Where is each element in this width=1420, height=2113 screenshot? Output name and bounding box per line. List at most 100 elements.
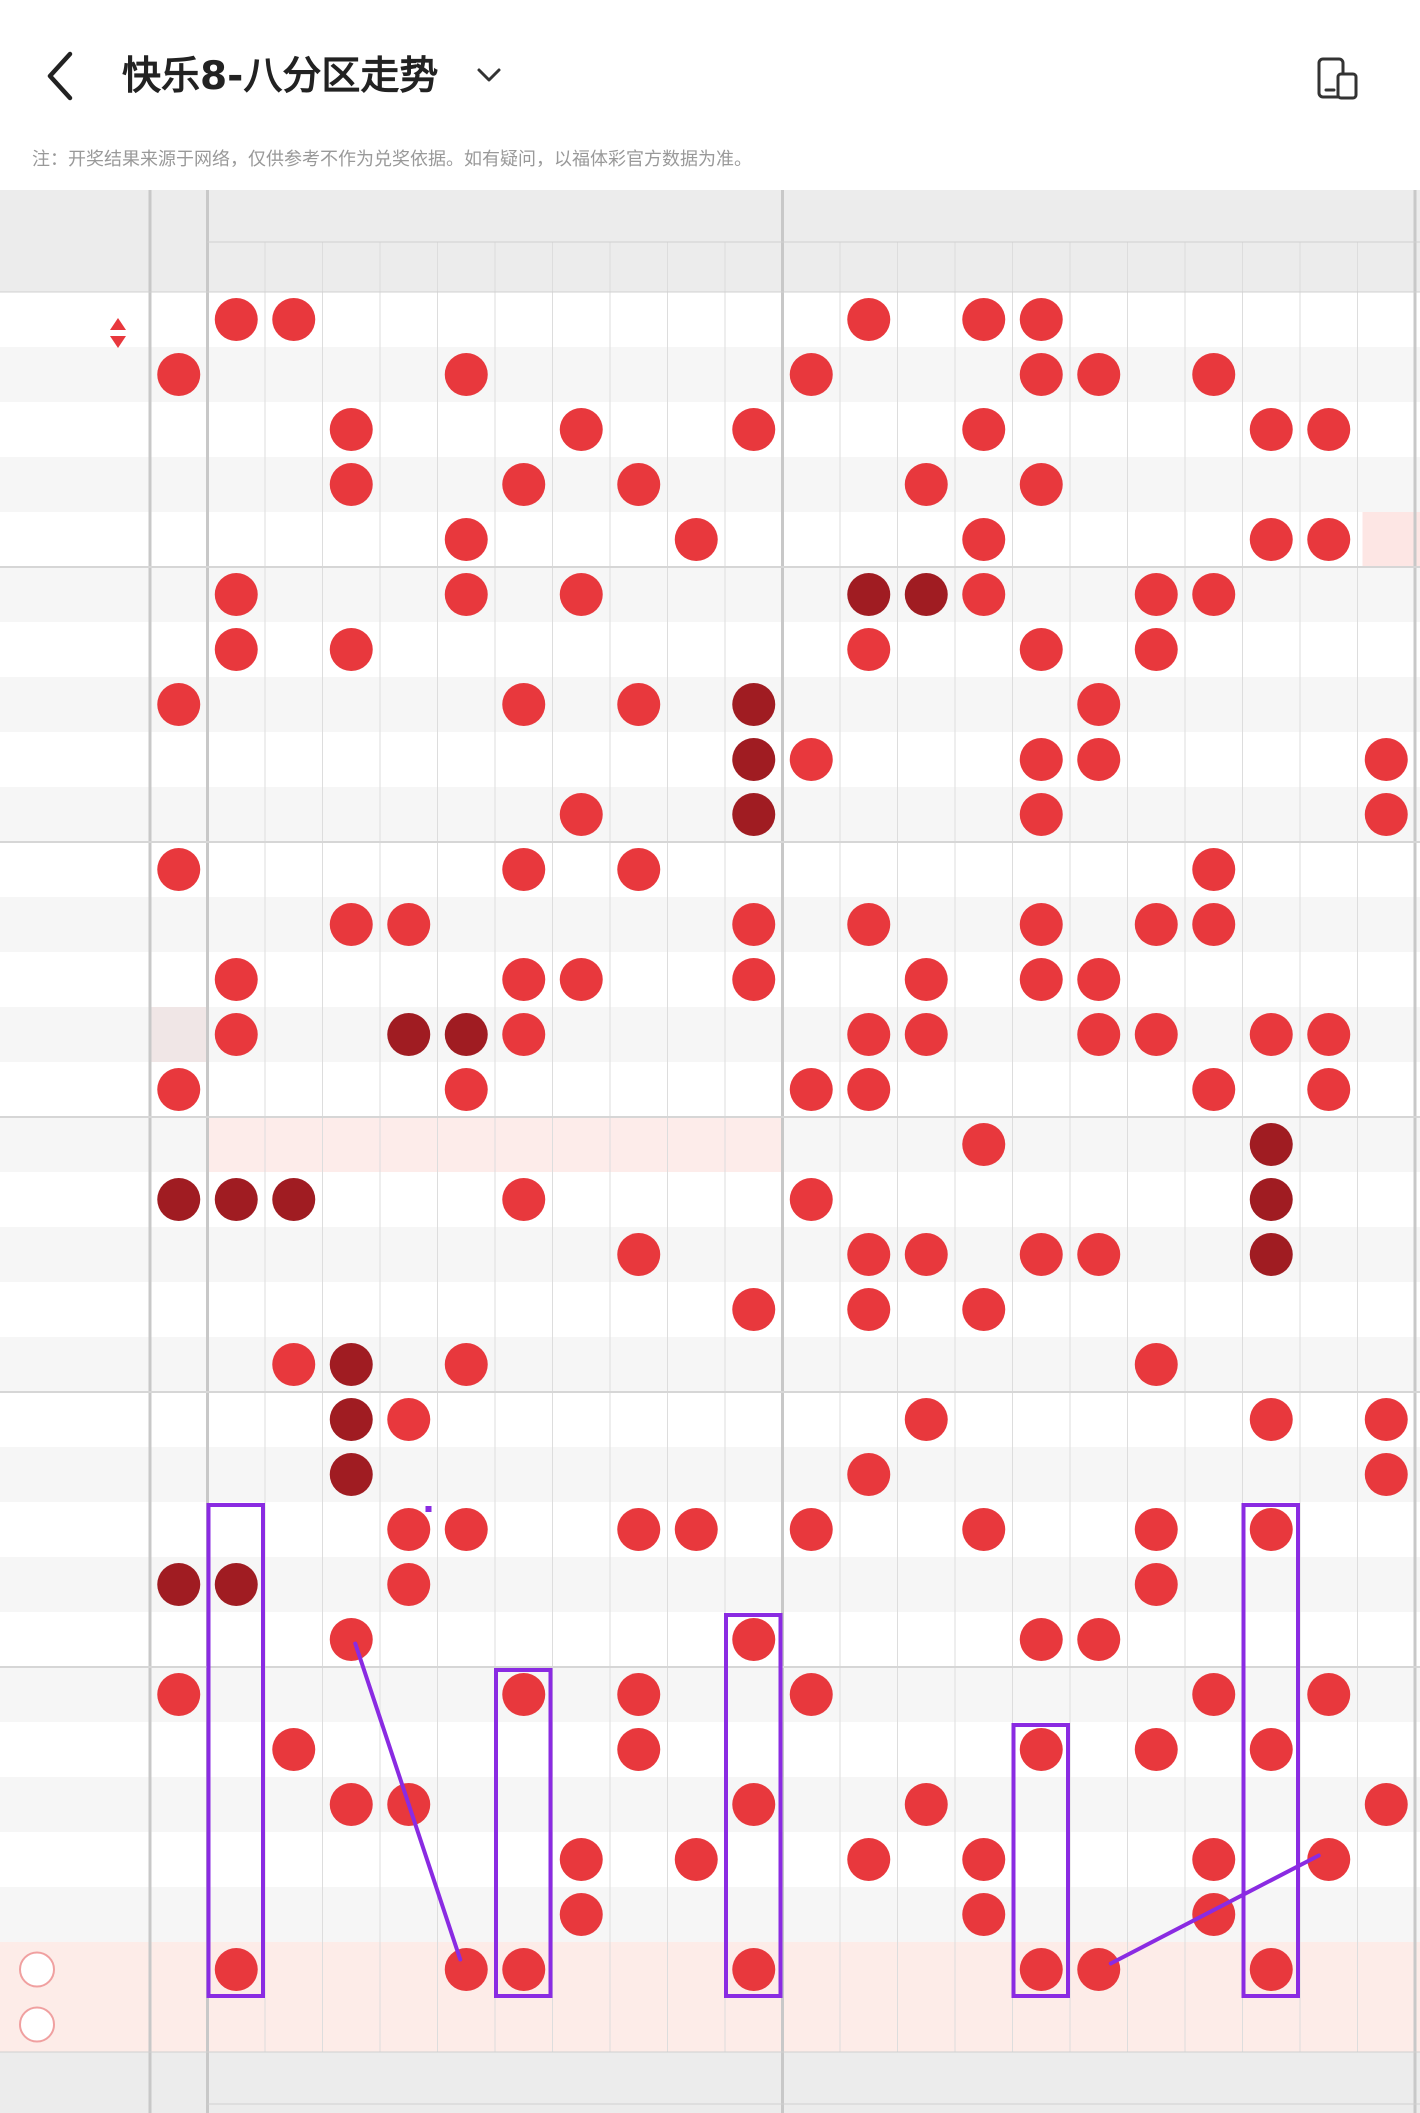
device-switch-icon[interactable] — [1314, 54, 1362, 104]
draw-ball — [962, 1838, 1006, 1881]
draw-ball — [732, 1783, 776, 1826]
draw-ball — [789, 1178, 833, 1221]
draw-ball — [1192, 1068, 1236, 1111]
draw-ball — [1077, 1233, 1121, 1276]
draw-ball — [1192, 353, 1236, 396]
draw-ball — [847, 298, 891, 341]
draw-ball — [214, 1563, 258, 1606]
draw-ball — [157, 1673, 201, 1716]
draw-ball — [502, 1673, 546, 1716]
draw-ball — [732, 1288, 776, 1331]
draw-ball — [444, 518, 488, 561]
draw-ball — [617, 1508, 661, 1551]
annotation-box — [1241, 1503, 1300, 1998]
draw-ball — [1077, 1013, 1121, 1056]
draw-ball — [789, 1673, 833, 1716]
selected-ball[interactable] — [1077, 1948, 1121, 1991]
draw-ball — [157, 1178, 201, 1221]
draw-ball — [1307, 1838, 1351, 1881]
draw-ball — [559, 793, 603, 836]
draw-ball — [847, 1288, 891, 1331]
row-stripe — [0, 897, 1420, 952]
select-radio[interactable] — [19, 1951, 55, 1988]
draw-ball — [157, 848, 201, 891]
draw-ball — [444, 573, 488, 616]
draw-ball — [732, 793, 776, 836]
draw-ball — [617, 1233, 661, 1276]
row-stripe — [0, 1007, 1420, 1062]
selected-ball[interactable] — [1249, 1948, 1293, 1991]
draw-ball — [674, 1508, 718, 1551]
draw-ball — [1364, 1398, 1408, 1441]
draw-ball — [1019, 1233, 1063, 1276]
draw-ball — [387, 1508, 431, 1551]
draw-ball — [329, 1453, 373, 1496]
draw-ball — [1134, 628, 1178, 671]
draw-ball — [329, 1398, 373, 1441]
draw-ball — [1077, 353, 1121, 396]
draw-ball — [214, 628, 258, 671]
draw-ball — [732, 408, 776, 451]
draw-ball — [674, 518, 718, 561]
selected-ball[interactable] — [502, 1948, 546, 1991]
draw-ball — [1134, 1013, 1178, 1056]
draw-ball — [1249, 408, 1293, 451]
draw-ball — [1077, 738, 1121, 781]
draw-ball — [904, 463, 948, 506]
draw-ball — [444, 353, 488, 396]
draw-ball — [962, 1893, 1006, 1936]
draw-ball — [1077, 1618, 1121, 1661]
draw-ball — [214, 1013, 258, 1056]
draw-ball — [904, 1233, 948, 1276]
selected-ball[interactable] — [1019, 1948, 1063, 1991]
draw-ball — [502, 1178, 546, 1221]
draw-ball — [962, 1288, 1006, 1331]
annotation-box — [206, 1503, 265, 1998]
draw-ball — [272, 1178, 316, 1221]
row-stripe — [0, 1667, 1420, 1722]
back-arrow-icon[interactable] — [40, 48, 80, 104]
draw-ball — [1134, 573, 1178, 616]
draw-ball — [847, 1233, 891, 1276]
draw-ball — [732, 683, 776, 726]
draw-ball — [1249, 518, 1293, 561]
draw-ball — [559, 573, 603, 616]
draw-ball — [962, 518, 1006, 561]
chevron-down-icon[interactable] — [474, 58, 504, 94]
selected-ball[interactable] — [444, 1948, 488, 1991]
draw-ball — [329, 408, 373, 451]
draw-ball — [962, 1123, 1006, 1166]
draw-ball — [1192, 1893, 1236, 1936]
selected-ball[interactable] — [214, 1948, 258, 1991]
draw-ball — [1019, 463, 1063, 506]
draw-ball — [1307, 1673, 1351, 1716]
draw-ball — [329, 903, 373, 946]
disclaimer-note: 注：开奖结果来源于网络，仅供参考不作为兑奖依据。如有疑问，以福体彩官方数据为准。 — [32, 149, 752, 170]
column-header-bg — [0, 190, 1420, 292]
draw-ball — [1364, 1453, 1408, 1496]
draw-ball — [962, 1508, 1006, 1551]
selected-ball[interactable] — [732, 1948, 776, 1991]
draw-ball — [1134, 1728, 1178, 1771]
footer-bg — [0, 2052, 1420, 2113]
draw-ball — [1192, 1673, 1236, 1716]
draw-ball — [1249, 1178, 1293, 1221]
draw-ball — [444, 1508, 488, 1551]
draw-ball — [847, 628, 891, 671]
draw-ball — [1249, 1233, 1293, 1276]
draw-ball — [559, 1893, 603, 1936]
draw-ball — [1019, 1618, 1063, 1661]
sort-down-icon[interactable] — [110, 336, 126, 348]
draw-ball — [904, 1783, 948, 1826]
draw-ball — [444, 1013, 488, 1056]
draw-ball — [962, 298, 1006, 341]
draw-ball — [559, 958, 603, 1001]
draw-ball — [1307, 408, 1351, 451]
draw-ball — [1364, 1783, 1408, 1826]
draw-ball — [1019, 958, 1063, 1001]
draw-ball — [559, 408, 603, 451]
sort-up-icon[interactable] — [110, 318, 126, 330]
select-radio[interactable] — [19, 2006, 55, 2043]
draw-ball — [904, 1398, 948, 1441]
draw-ball — [962, 573, 1006, 616]
